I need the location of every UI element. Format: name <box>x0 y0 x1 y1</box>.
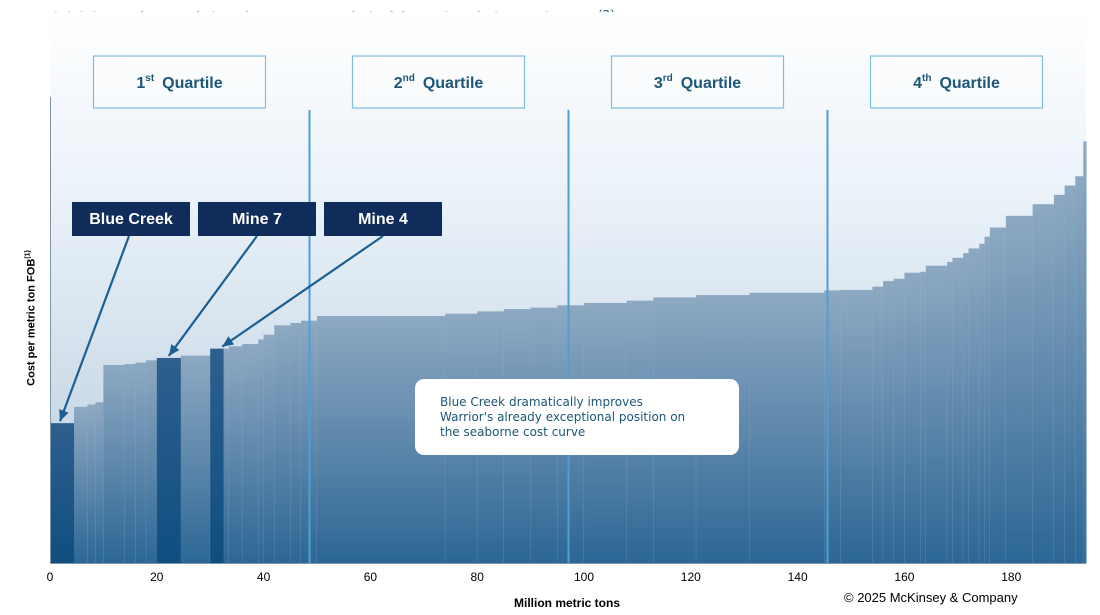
supply-step <box>1064 185 1076 564</box>
supply-step <box>74 406 88 563</box>
supply-step <box>968 248 980 563</box>
supply-step <box>920 271 927 563</box>
leader-line <box>58 235 131 422</box>
quartile-box <box>92 55 267 109</box>
supply-step <box>952 257 964 563</box>
highlighted-mine-bar <box>156 357 181 563</box>
leader-arrowhead <box>168 344 180 356</box>
mine-label: Mine 4 <box>324 202 442 236</box>
mine-label-text: Mine 7 <box>232 211 282 228</box>
supply-step <box>963 253 970 564</box>
quartile-label-3: 3rd Quartile <box>610 55 785 109</box>
supply-step <box>883 281 895 563</box>
mine-label-box <box>324 202 442 236</box>
supply-step <box>979 243 986 564</box>
supply-step <box>1053 194 1066 564</box>
quartile-text: 3rd Quartile <box>654 73 741 92</box>
highlighted-mines <box>50 348 224 563</box>
quartile-text: 2nd Quartile <box>394 73 484 92</box>
x-tick-label: 60 <box>364 570 378 584</box>
supply-step <box>989 227 1007 564</box>
x-tick-label: 160 <box>894 570 914 584</box>
y-axis-label: Cost per metric ton FOB(1) <box>24 250 38 386</box>
quartile-box <box>610 55 785 109</box>
supply-step <box>749 292 825 563</box>
supply-step <box>124 364 137 563</box>
supply-step <box>218 348 230 563</box>
supply-step <box>290 323 302 563</box>
callout-line: Blue Creek dramatically improves <box>440 395 643 409</box>
leader-arrowhead <box>59 409 69 422</box>
supply-step <box>1075 176 1084 563</box>
quartile-label-2: 2nd Quartile <box>351 55 526 109</box>
x-tick-label: 140 <box>788 570 808 584</box>
supply-step <box>180 355 211 563</box>
supply-step <box>228 346 243 563</box>
callout-box: Blue Creek dramatically improves Warrior'… <box>415 379 739 455</box>
callout-text: Blue Creek dramatically improves Warrior'… <box>440 395 685 439</box>
supply-step <box>274 325 291 563</box>
supply-step <box>146 360 158 563</box>
copyright: © 2025 McKinsey & Company <box>844 590 1018 605</box>
supply-step <box>103 364 126 563</box>
x-tick-label: 80 <box>471 570 485 584</box>
supply-step <box>840 289 873 563</box>
quartile-text: 4th Quartile <box>913 73 1000 92</box>
supply-step <box>893 278 906 563</box>
supply-step <box>904 272 922 563</box>
callout-line: the seaborne cost curve <box>440 425 585 439</box>
x-tick-label: 0 <box>47 570 54 584</box>
supply-step <box>872 286 884 563</box>
supply-step <box>1083 141 1087 563</box>
supply-step <box>925 265 948 563</box>
highlighted-mine-bar <box>50 423 75 563</box>
quartile-labels: 1st Quartile 2nd Quartile 3rd Quartile 4th … <box>92 55 1044 109</box>
mine-label: Blue Creek <box>72 202 190 236</box>
x-tick-label: 100 <box>574 570 594 584</box>
mine-labels: Blue Creek Mine 7 Mine 4 <box>72 202 442 236</box>
callout-leaders <box>58 235 384 422</box>
quartile-dividers <box>308 110 829 563</box>
supply-step <box>984 236 991 564</box>
x-tick-label: 20 <box>150 570 164 584</box>
supply-step <box>87 404 96 563</box>
x-tick-label: 40 <box>257 570 271 584</box>
quartile-box <box>869 55 1044 109</box>
x-tick-label: 180 <box>1001 570 1021 584</box>
mine-label-text: Blue Creek <box>89 211 173 228</box>
x-axis-label: Million metric tons <box>513 596 621 610</box>
mine-label-box <box>198 202 316 236</box>
quartile-label-4: 4th Quartile <box>869 55 1044 109</box>
mine-label: Mine 7 <box>198 202 316 236</box>
leader-line <box>167 235 258 357</box>
x-tick-label: 120 <box>681 570 701 584</box>
x-tick-labels: 0 20 40 60 80 100 120 140 160 180 <box>47 570 1022 584</box>
supply-step <box>135 362 147 563</box>
supply-step <box>1005 215 1034 563</box>
leader-arrowhead <box>222 336 235 347</box>
mine-label-text: Mine 4 <box>358 211 408 228</box>
supply-step <box>242 343 259 563</box>
quartile-box <box>351 55 526 109</box>
callout-line: Warrior's already exceptional position o… <box>440 410 685 424</box>
supply-step <box>947 261 954 563</box>
mine-label-box <box>72 202 190 236</box>
leader-line <box>221 235 384 348</box>
callout-background <box>415 379 739 455</box>
quartile-label-1: 1st Quartile <box>92 55 267 109</box>
supply-step <box>1032 204 1055 563</box>
supply-step <box>258 339 265 563</box>
highlighted-mine-bar <box>210 348 224 563</box>
supply-step <box>263 334 275 563</box>
quartile-text: 1st Quartile <box>136 73 222 92</box>
supply-step <box>95 402 105 563</box>
